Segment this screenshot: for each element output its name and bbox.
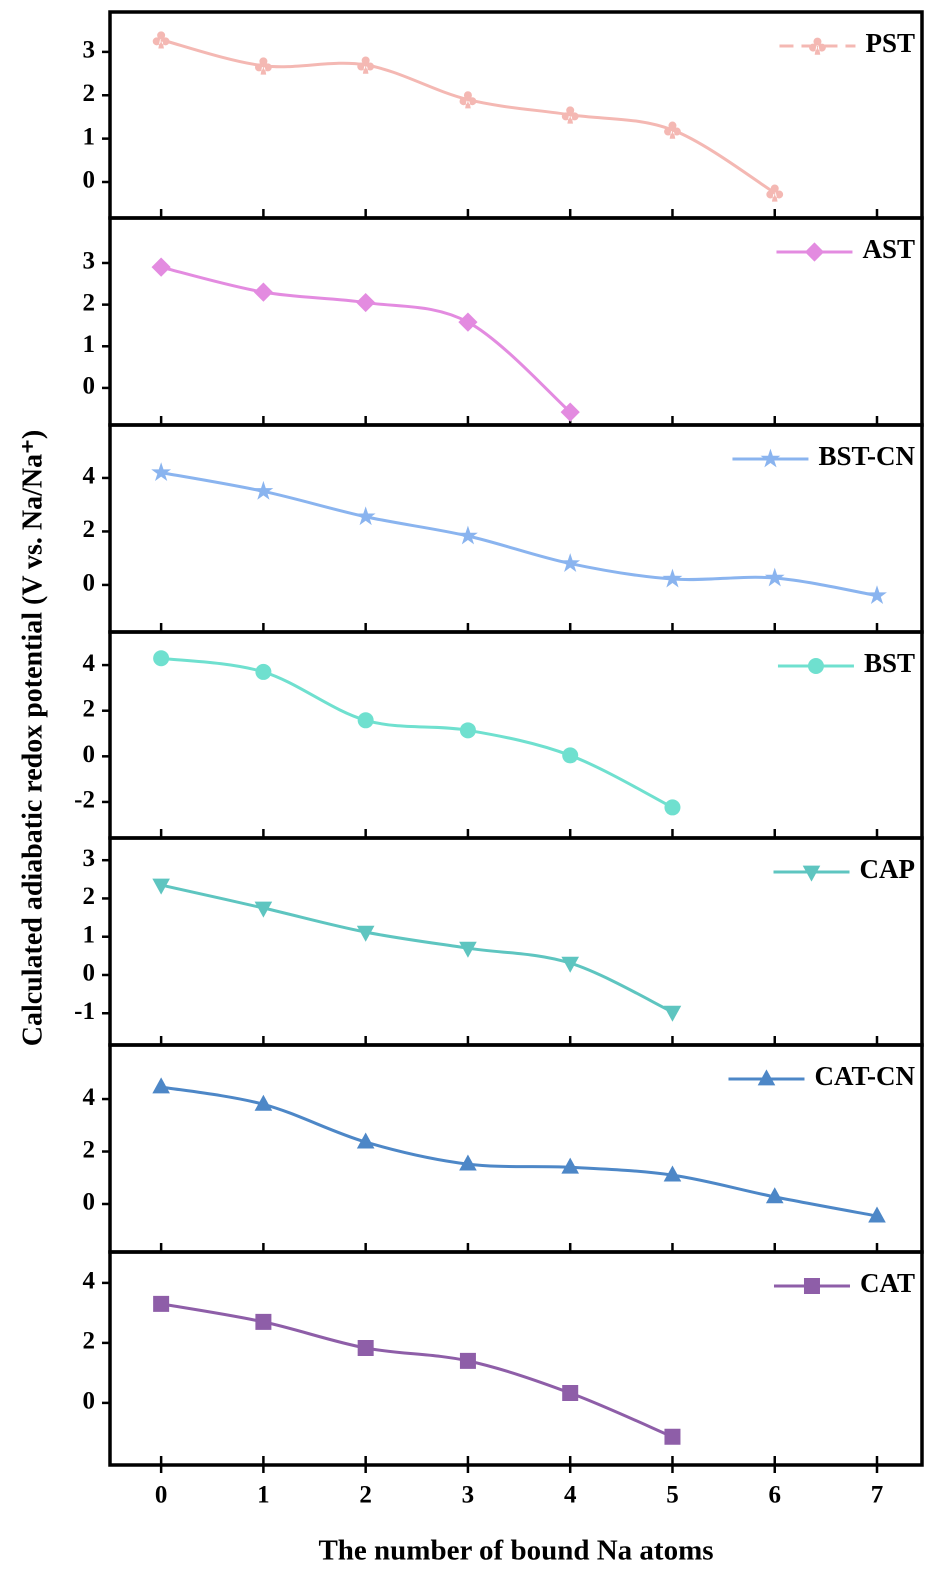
- data-point: [255, 57, 272, 74]
- data-point: [664, 122, 681, 139]
- panel-frame: [110, 838, 922, 1045]
- panel-frame: [110, 425, 922, 632]
- y-tick-label: 2: [83, 1136, 96, 1163]
- legend-marker: [803, 866, 821, 882]
- y-tick-label: 1: [83, 123, 96, 150]
- panel-frame: [110, 632, 922, 838]
- data-point: [562, 106, 579, 123]
- y-tick-label: 3: [83, 845, 96, 872]
- series-line: [161, 885, 672, 1012]
- data-point: [562, 747, 578, 763]
- x-tick-label: 2: [359, 1482, 372, 1509]
- panel-frame: [110, 1045, 922, 1252]
- y-tick-label: 0: [83, 1388, 96, 1415]
- y-tick-label: 0: [83, 570, 96, 597]
- legend-label: CAT-CN: [814, 1061, 915, 1091]
- x-tick-label: 1: [257, 1482, 270, 1509]
- data-point: [460, 1353, 476, 1369]
- y-tick-label: 1: [83, 921, 96, 948]
- legend-marker: [809, 38, 826, 55]
- legend-label: AST: [862, 234, 915, 264]
- y-tick-label: 3: [83, 248, 96, 275]
- data-point: [255, 664, 271, 680]
- y-tick-label: -2: [74, 787, 95, 814]
- series-line: [161, 658, 672, 807]
- data-point: [255, 1314, 271, 1330]
- page: Calculated adiabatic redox potential (V …: [0, 0, 927, 1575]
- y-tick-label: 2: [83, 883, 96, 910]
- y-tick-label: 4: [83, 463, 96, 490]
- series-line: [161, 267, 570, 412]
- data-point: [356, 293, 375, 312]
- legend-label: PST: [865, 28, 915, 58]
- data-point: [766, 184, 783, 201]
- series-line: [161, 40, 775, 193]
- x-tick-label: 0: [155, 1482, 168, 1509]
- data-point: [460, 91, 477, 108]
- x-axis-label: The number of bound Na atoms: [318, 1535, 713, 1567]
- legend-marker: [808, 658, 824, 674]
- y-tick-label: -1: [74, 998, 95, 1025]
- data-point: [153, 1296, 169, 1312]
- legend-marker: [805, 242, 824, 261]
- data-point: [152, 258, 171, 277]
- data-point: [664, 1006, 682, 1022]
- data-point: [153, 31, 170, 48]
- x-tick-label: 4: [564, 1482, 577, 1509]
- x-tick-label: 7: [871, 1482, 884, 1509]
- panel-frame: [110, 12, 922, 218]
- chart: Calculated adiabatic redox potential (V …: [0, 0, 927, 1575]
- y-tick-label: 4: [83, 650, 96, 677]
- data-point: [458, 313, 477, 332]
- y-tick-label: 3: [83, 37, 96, 64]
- legend-label: CAT: [860, 1268, 915, 1298]
- data-point: [358, 1340, 374, 1356]
- y-tick-label: 0: [83, 167, 96, 194]
- legend-marker: [804, 1278, 820, 1294]
- data-point: [153, 650, 169, 666]
- data-point: [254, 283, 273, 302]
- series-line: [161, 1304, 672, 1437]
- y-axis-label: Calculated adiabatic redox potential (V …: [17, 430, 48, 1047]
- y-tick-label: 2: [83, 1328, 96, 1355]
- data-point: [358, 712, 374, 728]
- y-tick-label: 0: [83, 960, 96, 987]
- panel-frame: [110, 218, 922, 425]
- data-point: [664, 1429, 680, 1445]
- data-point: [664, 799, 680, 815]
- y-tick-label: 2: [83, 80, 96, 107]
- data-point: [460, 722, 476, 738]
- y-tick-label: 1: [83, 331, 96, 358]
- legend-label: BST: [864, 648, 915, 678]
- y-tick-label: 0: [83, 741, 96, 768]
- y-tick-label: 2: [83, 695, 96, 722]
- x-tick-label: 6: [768, 1482, 781, 1509]
- data-point: [152, 1077, 170, 1093]
- legend-marker: [758, 1069, 776, 1085]
- y-tick-label: 0: [83, 373, 96, 400]
- legend-label: BST-CN: [818, 441, 915, 471]
- data-point: [357, 57, 374, 74]
- panel-frame: [110, 1252, 922, 1465]
- y-tick-label: 2: [83, 516, 96, 543]
- x-tick-label: 3: [462, 1482, 475, 1509]
- y-tick-label: 4: [83, 1268, 96, 1295]
- x-tick-label: 5: [666, 1482, 679, 1509]
- y-tick-label: 0: [83, 1189, 96, 1216]
- data-point: [562, 1385, 578, 1401]
- data-point: [151, 462, 171, 481]
- y-tick-label: 2: [83, 289, 96, 316]
- legend-label: CAP: [860, 854, 916, 884]
- y-tick-label: 4: [83, 1084, 96, 1111]
